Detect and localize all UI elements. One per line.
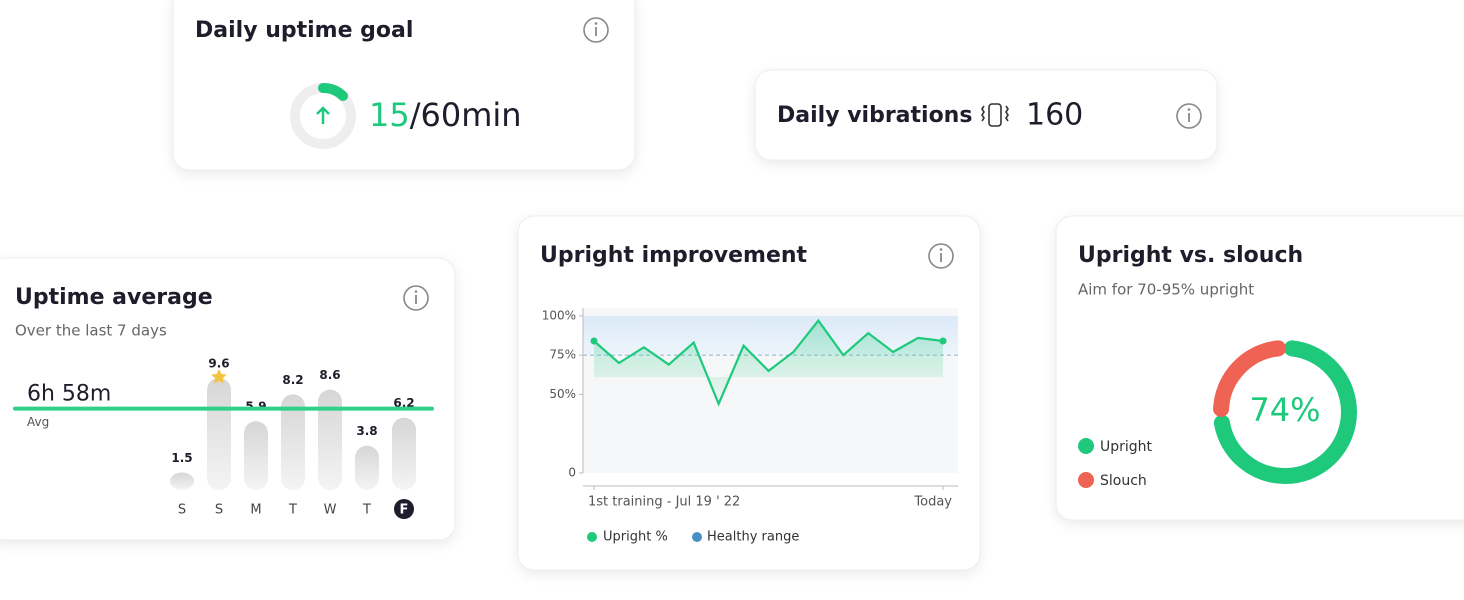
bar-value-label: 5.9 <box>245 400 266 414</box>
bar-value-label: 1.5 <box>171 451 192 465</box>
vibrations-title: Daily vibrations <box>777 103 972 128</box>
x-tick-label: F <box>400 503 409 518</box>
x-tick-label: 1st training - Jul 19 ' 22 <box>588 495 740 510</box>
y-tick-label: 0 <box>568 466 576 480</box>
vibrations-value: 160 <box>1026 98 1083 133</box>
goal-arrow <box>316 106 330 124</box>
bar-value-label: 6.2 <box>393 396 414 410</box>
x-tick-label: T <box>288 503 297 518</box>
bar <box>170 472 194 490</box>
goal-arc <box>318 83 348 101</box>
x-tick-label: W <box>324 503 337 518</box>
donut-center-label: 74% <box>1249 391 1320 429</box>
legend-swatch <box>1078 472 1094 488</box>
bar <box>207 378 231 490</box>
legend-label: Upright % <box>603 530 668 545</box>
star-icon <box>211 369 227 384</box>
chart-title: Upright improvement <box>540 243 808 268</box>
y-tick-label: 100% <box>542 308 576 322</box>
donut-segment <box>1213 340 1357 484</box>
x-tick-label: T <box>362 503 371 518</box>
goal-title: Daily uptime goal <box>195 18 413 43</box>
legend-label: Healthy range <box>707 530 799 545</box>
bar-value-label: 8.2 <box>282 373 303 387</box>
bar <box>355 445 379 490</box>
goal-target: /60min <box>410 96 522 134</box>
y-tick-label: 75% <box>549 348 576 362</box>
bar <box>318 389 342 490</box>
x-tick-label: S <box>178 503 186 518</box>
bar <box>281 394 305 490</box>
goal-current: 15 <box>369 96 410 134</box>
chart-title: Upright vs. slouch <box>1078 243 1303 268</box>
endpoint-dot <box>590 337 598 345</box>
endpoint-dot <box>939 337 947 345</box>
chart-title: Uptime average <box>15 285 213 310</box>
slouch-card <box>1055 215 1464 521</box>
x-tick-label: M <box>250 503 261 518</box>
goal-value: 15/60min <box>369 96 522 134</box>
vibration-icon <box>981 103 1009 127</box>
info-icon[interactable] <box>403 285 429 311</box>
average-label: 6h 58m <box>27 382 111 407</box>
vibrations-card <box>754 69 1218 161</box>
average-caption: Avg <box>27 415 49 429</box>
upright-line <box>593 318 944 407</box>
legend-swatch <box>1078 438 1094 454</box>
today-marker <box>394 499 414 519</box>
legend-label: Upright <box>1100 439 1153 455</box>
legend-label: Slouch <box>1100 473 1147 489</box>
bar-value-label: 8.6 <box>319 368 340 382</box>
bar <box>244 421 268 490</box>
bar-value-label: 9.6 <box>208 357 229 371</box>
info-icon[interactable] <box>583 17 609 43</box>
x-tick-label: S <box>215 503 223 518</box>
legend-swatch <box>692 532 702 542</box>
bar-value-label: 3.8 <box>356 424 377 438</box>
chart-subtitle: Aim for 70-95% upright <box>1078 281 1254 299</box>
chart-subtitle: Over the last 7 days <box>15 322 167 340</box>
y-tick-label: 50% <box>549 387 576 401</box>
info-icon[interactable] <box>928 243 954 269</box>
legend-swatch <box>587 532 597 542</box>
goal-card <box>172 0 636 171</box>
bar <box>392 417 416 490</box>
info-icon[interactable] <box>1176 103 1202 129</box>
x-tick-label: Today <box>913 495 952 510</box>
